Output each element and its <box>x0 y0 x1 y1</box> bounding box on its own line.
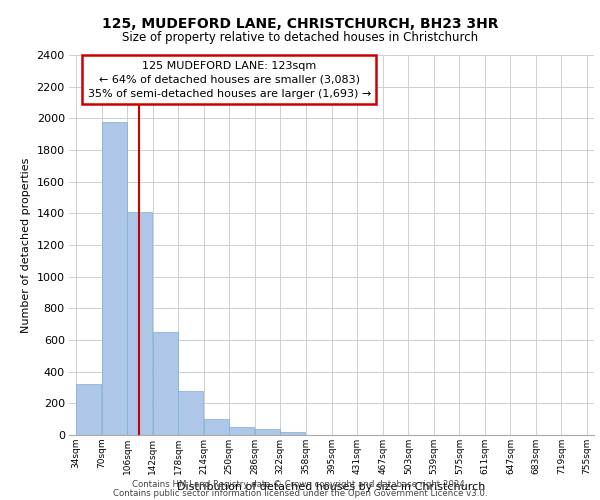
Bar <box>280 432 305 435</box>
Bar <box>153 332 178 435</box>
Bar <box>255 430 280 435</box>
Text: Contains public sector information licensed under the Open Government Licence v3: Contains public sector information licen… <box>113 489 487 498</box>
Bar <box>229 427 254 435</box>
Bar <box>127 212 152 435</box>
Bar <box>76 384 101 435</box>
X-axis label: Distribution of detached houses by size in Christchurch: Distribution of detached houses by size … <box>178 482 485 492</box>
Bar <box>178 392 203 435</box>
Text: Size of property relative to detached houses in Christchurch: Size of property relative to detached ho… <box>122 31 478 44</box>
Y-axis label: Number of detached properties: Number of detached properties <box>21 158 31 332</box>
Text: 125, MUDEFORD LANE, CHRISTCHURCH, BH23 3HR: 125, MUDEFORD LANE, CHRISTCHURCH, BH23 3… <box>102 18 498 32</box>
Bar <box>102 122 127 435</box>
Text: 125 MUDEFORD LANE: 123sqm
← 64% of detached houses are smaller (3,083)
35% of se: 125 MUDEFORD LANE: 123sqm ← 64% of detac… <box>88 60 371 98</box>
Bar <box>204 419 229 435</box>
Text: Contains HM Land Registry data © Crown copyright and database right 2024.: Contains HM Land Registry data © Crown c… <box>132 480 468 489</box>
